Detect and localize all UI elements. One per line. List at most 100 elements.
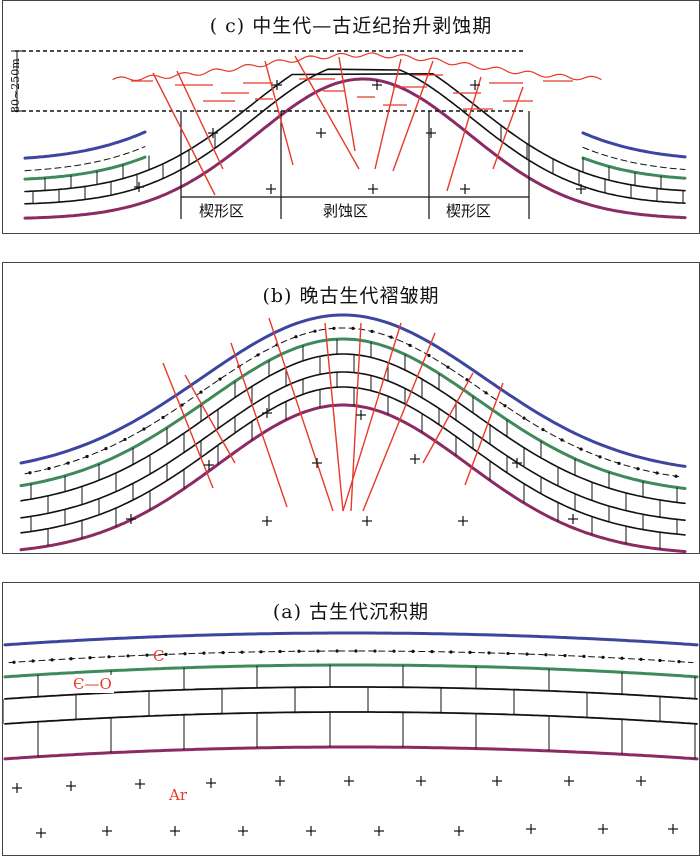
fold-layer-dotted-dot bbox=[351, 326, 355, 331]
layer-dotted-dot bbox=[126, 654, 130, 658]
erode-fault-7 bbox=[446, 76, 482, 192]
layer-top-blue bbox=[3, 631, 699, 647]
erode-layer-line-2 bbox=[24, 68, 686, 205]
erode-layer-base-purple bbox=[23, 77, 687, 220]
layer-dotted-dot bbox=[240, 650, 244, 654]
layer-dotted-dot bbox=[335, 649, 339, 653]
fold-layer-dotted-dot bbox=[522, 416, 526, 420]
fold-layer-dotted-dot bbox=[389, 335, 393, 339]
layer-dotted-dot bbox=[50, 658, 54, 662]
fold-fault-0 bbox=[162, 362, 214, 489]
fold-layer-dotted-dot bbox=[85, 454, 89, 459]
erode-fault-2 bbox=[264, 60, 294, 166]
erode-fault-6 bbox=[392, 60, 434, 172]
layer-dotted-dot bbox=[164, 652, 168, 656]
fold-fault-2 bbox=[230, 342, 288, 508]
fold-layer-dotted-dot bbox=[28, 471, 32, 475]
fold-layer-dotted-dot bbox=[655, 471, 659, 475]
layer-dotted-dot bbox=[677, 660, 681, 664]
stratum-label-archean: Ar bbox=[169, 786, 188, 804]
fold-layer-green bbox=[19, 337, 687, 490]
fold-layer-dotted-dot bbox=[47, 466, 51, 471]
layer-dotted-dot bbox=[297, 649, 301, 653]
fold-layer-dotted-dot bbox=[294, 335, 298, 339]
layer-dotted-dot bbox=[69, 657, 73, 661]
panel-b-folding: (b) 晚古生代褶皱期 bbox=[2, 262, 700, 554]
fold-layer-dotted-dot bbox=[427, 353, 431, 358]
layer-dotted-dot bbox=[620, 656, 624, 660]
zone-label-erosion: 剥蚀区 bbox=[323, 202, 369, 220]
layer-dotted-dot bbox=[487, 651, 491, 655]
erode-fault-8 bbox=[492, 86, 524, 170]
fold-layer-dotted-dot bbox=[256, 353, 260, 357]
fold-layer-dotted-dot bbox=[674, 474, 678, 478]
layer-dotted-dot bbox=[544, 653, 548, 657]
zone-label-wedge-right: 楔形区 bbox=[446, 202, 492, 220]
erosion-surface bbox=[112, 52, 602, 82]
erode-layer-line-1 bbox=[24, 73, 686, 193]
layer-dotted-dot bbox=[411, 649, 415, 653]
layer-dotted-dot bbox=[145, 653, 149, 657]
fold-layer-dotted-dot bbox=[598, 455, 602, 459]
fold-layer-dotted-dot bbox=[484, 391, 488, 395]
layer-dotted-dot bbox=[259, 650, 263, 654]
erode-fault-0 bbox=[152, 72, 216, 196]
erode-layer-top-blue-left bbox=[23, 130, 147, 160]
layer-dotted-dot bbox=[658, 658, 662, 663]
layer-dotted-dot bbox=[183, 652, 187, 656]
layer-dotted-dot bbox=[468, 650, 472, 655]
fold-layer-dotted-dot bbox=[370, 329, 374, 333]
fold-layer-dotted-dot bbox=[617, 461, 621, 465]
fold-fault-8 bbox=[422, 372, 474, 464]
panel-b-diagram bbox=[19, 313, 687, 553]
fold-fault-6 bbox=[342, 322, 402, 512]
panel-c-diagram bbox=[11, 50, 687, 220]
layer-dotted-dot bbox=[202, 651, 206, 655]
fold-fault-5 bbox=[350, 322, 362, 512]
layer-dotted-dot bbox=[373, 649, 377, 653]
erode-fault-5 bbox=[374, 58, 402, 170]
fold-fault-9 bbox=[464, 382, 504, 486]
layer-dotted-dot bbox=[107, 655, 111, 659]
fold-layer-dotted-dot bbox=[446, 365, 450, 369]
fold-layer-dotted-dot bbox=[408, 343, 412, 347]
erode-layer-top-blue-right bbox=[581, 131, 687, 159]
fold-layer-dotted-dot bbox=[123, 437, 127, 442]
erode-layer-dotted-left bbox=[24, 146, 146, 172]
fold-layer-dotted-dot bbox=[503, 404, 507, 408]
layer-dotted-dot bbox=[12, 660, 16, 664]
erode-fault-4 bbox=[338, 56, 356, 152]
fold-fault-7 bbox=[362, 332, 436, 512]
layer-dotted-dot bbox=[392, 649, 396, 653]
layer-base-purple bbox=[3, 745, 699, 761]
fold-layer-dotted-dot bbox=[180, 403, 184, 407]
fold-layer-line-3 bbox=[20, 386, 686, 536]
stratum-label-cambrian: Є bbox=[153, 647, 165, 665]
layer-green bbox=[3, 663, 699, 679]
fold-layer-dotted-dot bbox=[636, 467, 640, 471]
erode-layer-green-right bbox=[581, 156, 687, 180]
thickness-label: 80~250m bbox=[9, 58, 22, 113]
layer-dotted-dot bbox=[221, 651, 225, 655]
layer-dotted-dot bbox=[88, 656, 92, 660]
fold-layer-dotted-dot bbox=[465, 378, 469, 382]
erode-fault-3 bbox=[294, 55, 360, 170]
erode-layer-green-left bbox=[23, 155, 147, 181]
fold-layer-dotted-dot bbox=[541, 427, 545, 432]
fold-fault-1 bbox=[184, 374, 236, 464]
fold-layer-dotted-dot bbox=[560, 438, 564, 442]
layer-line-2 bbox=[4, 711, 698, 725]
layer-dotted-dot bbox=[525, 652, 529, 656]
stratum-label-cambrian-ordovician: Є—O bbox=[71, 675, 114, 693]
fold-layer-dotted-dot bbox=[66, 461, 70, 465]
layer-dotted-dot bbox=[563, 653, 567, 658]
layer-dotted-dot bbox=[582, 654, 586, 658]
panel-a-title: (a) 古生代沉积期 bbox=[272, 601, 430, 623]
fold-layer-dotted-dot bbox=[579, 447, 583, 451]
fold-layer-dotted-dot bbox=[332, 326, 336, 330]
fold-layer-dotted-dot bbox=[199, 390, 203, 394]
fold-layer-dotted-dot bbox=[161, 415, 165, 420]
layer-dotted-dot bbox=[316, 649, 320, 653]
fold-layer-dotted-dot bbox=[313, 329, 317, 333]
layer-dotted-dot bbox=[430, 650, 434, 654]
